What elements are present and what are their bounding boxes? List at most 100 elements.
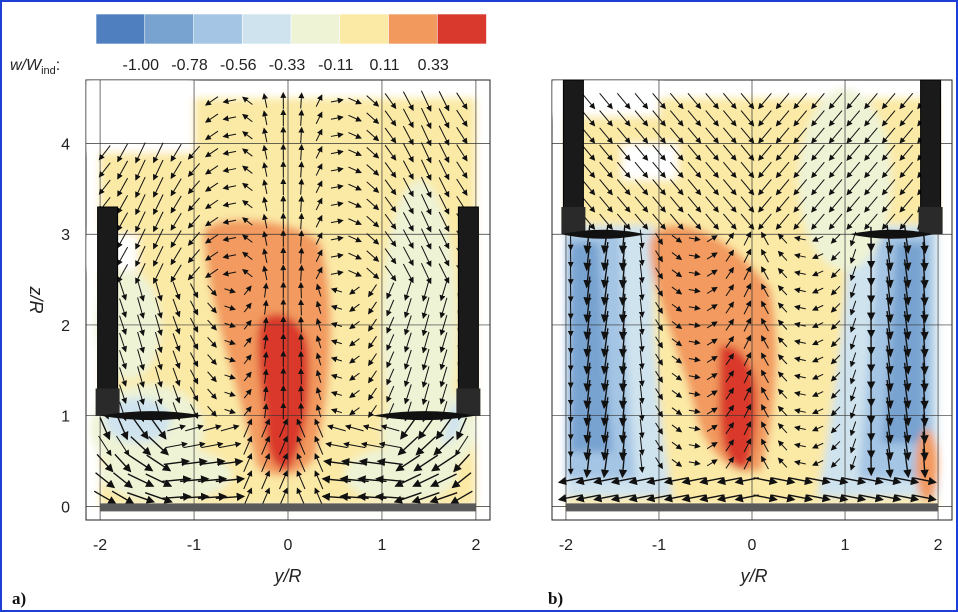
velocity-arrow [137,297,145,319]
velocity-arrow [793,235,806,242]
colorbar-swatch [290,13,341,45]
velocity-arrow [243,470,253,490]
velocity-arrow [135,159,146,181]
velocity-arrow [222,236,237,242]
velocity-arrow [638,367,645,387]
velocity-arrow [456,92,468,110]
velocity-arrow [187,197,200,212]
velocity-arrow [243,285,252,296]
rotor-mast [457,206,479,412]
velocity-arrow [438,159,450,181]
velocity-arrow [315,318,322,332]
velocity-arrow [634,144,649,161]
velocity-arrow [199,457,226,467]
velocity-arrow [420,194,432,216]
velocity-arrow [421,366,430,388]
velocity-arrow [438,177,450,198]
velocity-arrow [655,422,663,435]
velocity-arrow [135,245,146,267]
panel-b-contours [552,80,939,507]
velocity-arrow [393,492,422,504]
velocity-arrow [688,253,701,260]
velocity-arrow [812,304,824,311]
velocity-arrow [368,336,377,349]
velocity-arrow [98,145,111,161]
velocity-arrow [366,267,380,280]
velocity-arrow [655,370,663,383]
velocity-arrow [655,336,663,349]
unmeasured-region [86,80,195,153]
velocity-arrow [793,442,806,449]
velocity-arrow [706,390,718,398]
velocity-arrow [777,354,788,365]
velocity-arrow [652,179,666,196]
velocity-arrow [185,424,204,432]
velocity-arrow [812,391,824,397]
x-tick-label: 2 [471,537,480,554]
velocity-arrow [402,212,414,232]
velocity-arrow [243,487,253,507]
velocity-arrow [634,213,649,230]
velocity-arrow [771,494,796,503]
velocity-arrow [725,335,734,348]
velocity-arrow [421,383,430,406]
velocity-arrow [262,334,269,350]
velocity-arrow [812,322,824,328]
velocity-arrow [453,453,471,473]
velocity-arrow [725,404,734,417]
velocity-arrow [877,494,902,503]
velocity-arrow [438,125,450,146]
velocity-arrow [400,417,417,440]
velocity-arrow [330,339,343,345]
velocity-arrow [894,494,920,503]
velocity-arrow [599,179,613,196]
velocity-arrow [298,247,305,264]
velocity-arrow [202,424,222,432]
velocity-arrow [207,319,217,331]
velocity-arrow [725,284,734,297]
velocity-arrow [296,452,306,472]
velocity-arrow [849,421,857,437]
velocity-arrow [740,161,755,179]
velocity-arrow [761,248,769,263]
velocity-arrow [828,144,843,161]
velocity-arrow [315,352,322,366]
colorbar-tick-label: 0.11 [370,57,400,74]
velocity-arrow [638,281,645,301]
velocity-arrow [431,454,457,472]
colorbar-tick-label: -1.00 [123,57,160,74]
velocity-arrow [634,161,649,179]
velocity-arrow [348,183,362,191]
velocity-arrow [135,228,146,250]
contour-downwash-right [882,243,925,443]
velocity-arrow [634,92,649,110]
velocity-arrow [775,110,790,127]
velocity-arrow [315,369,322,383]
velocity-arrow [402,177,414,198]
velocity-arrow [599,127,613,144]
velocity-arrow [638,315,645,336]
velocity-arrow [366,215,380,228]
velocity-arrow [384,248,397,265]
velocity-arrow [761,421,769,435]
velocity-arrow [330,356,343,363]
velocity-arrow [349,321,360,330]
velocity-arrow [688,304,701,311]
velocity-arrow [243,435,253,455]
velocity-arrow [130,436,152,456]
velocity-arrow [688,356,701,363]
velocity-arrow [262,144,268,160]
velocity-arrow [386,334,395,351]
velocity-arrow [262,403,269,419]
velocity-arrow [793,270,806,277]
velocity-arrow [384,179,397,196]
velocity-arrow [327,424,346,432]
velocity-arrow [793,390,806,397]
velocity-arrow [204,234,219,244]
panel-b-hardware [561,79,943,512]
velocity-arrow [162,475,192,484]
velocity-arrow [671,286,683,295]
velocity-arrow [204,113,219,123]
velocity-arrow [775,161,790,179]
velocity-arrow [380,424,400,432]
